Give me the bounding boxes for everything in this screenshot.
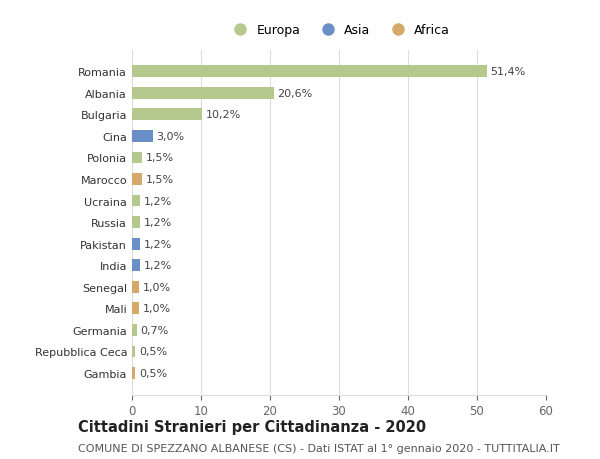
Bar: [132, 367, 136, 379]
Bar: [132, 131, 152, 142]
Text: 1,5%: 1,5%: [146, 174, 174, 185]
Bar: [132, 195, 140, 207]
Bar: [132, 324, 137, 336]
Text: 20,6%: 20,6%: [278, 89, 313, 99]
Bar: [132, 260, 140, 272]
Text: Cittadini Stranieri per Cittadinanza - 2020: Cittadini Stranieri per Cittadinanza - 2…: [78, 419, 426, 434]
Text: 0,5%: 0,5%: [139, 368, 167, 378]
Text: 1,2%: 1,2%: [144, 196, 172, 206]
Bar: [132, 217, 140, 229]
Text: COMUNE DI SPEZZANO ALBANESE (CS) - Dati ISTAT al 1° gennaio 2020 - TUTTITALIA.IT: COMUNE DI SPEZZANO ALBANESE (CS) - Dati …: [78, 443, 560, 453]
Text: 1,2%: 1,2%: [144, 261, 172, 271]
Bar: [132, 109, 202, 121]
Bar: [132, 281, 139, 293]
Bar: [132, 152, 142, 164]
Text: 0,7%: 0,7%: [140, 325, 169, 335]
Text: 3,0%: 3,0%: [156, 132, 184, 141]
Text: 10,2%: 10,2%: [206, 110, 241, 120]
Text: 1,0%: 1,0%: [142, 282, 170, 292]
Text: 1,5%: 1,5%: [146, 153, 174, 163]
Text: 1,2%: 1,2%: [144, 218, 172, 228]
Text: 1,2%: 1,2%: [144, 239, 172, 249]
Bar: [132, 238, 140, 250]
Bar: [132, 174, 142, 185]
Text: 51,4%: 51,4%: [490, 67, 526, 77]
Bar: [132, 346, 136, 358]
Bar: [132, 66, 487, 78]
Text: 0,5%: 0,5%: [139, 347, 167, 357]
Legend: Europa, Asia, Africa: Europa, Asia, Africa: [223, 19, 455, 42]
Bar: [132, 303, 139, 314]
Text: 1,0%: 1,0%: [142, 304, 170, 313]
Bar: [132, 88, 274, 100]
